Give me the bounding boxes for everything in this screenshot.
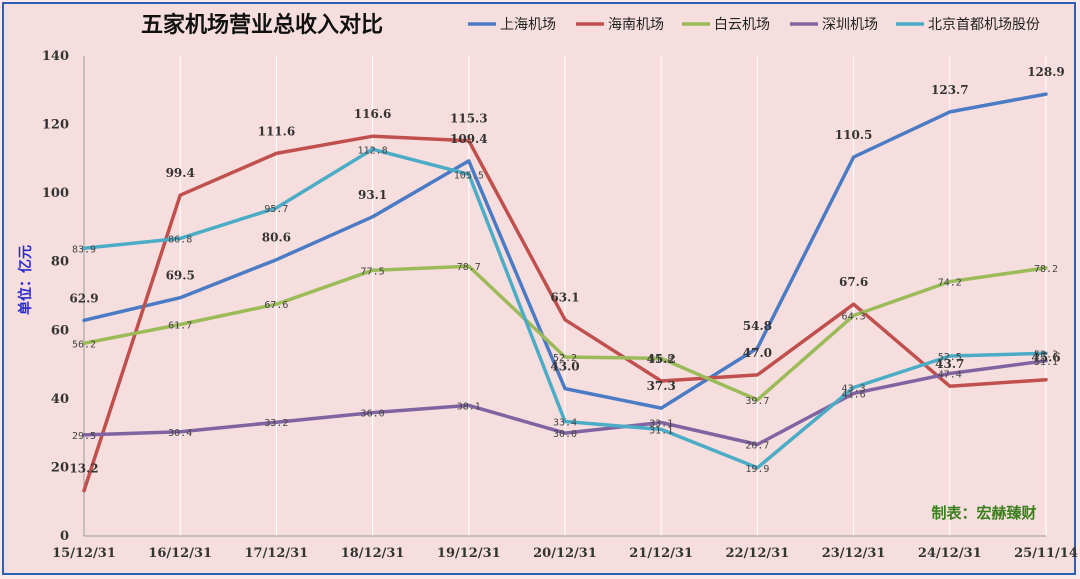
data-label: 93.1 [358, 188, 387, 202]
data-label: 33.2 [264, 418, 288, 429]
data-label: 53.3 [1034, 349, 1058, 360]
data-label: 95.7 [264, 204, 288, 215]
data-label: 36.0 [361, 409, 385, 420]
data-label: 13.2 [69, 462, 98, 476]
data-label: 43.0 [550, 360, 579, 374]
data-label: 51.8 [649, 354, 673, 365]
data-label: 112.8 [358, 145, 388, 156]
data-label: 47.0 [743, 346, 772, 360]
data-label: 77.5 [361, 266, 385, 277]
data-label: 110.5 [835, 128, 873, 142]
x-tick-label: 19/12/31 [437, 546, 501, 561]
data-label: 30.4 [168, 428, 192, 439]
data-label: 67.6 [264, 300, 288, 311]
data-label: 99.4 [166, 166, 195, 180]
data-label: 43.3 [842, 384, 866, 395]
data-label: 69.5 [166, 269, 195, 283]
data-label: 62.9 [69, 291, 98, 305]
data-label: 63.1 [550, 291, 579, 305]
x-tick-label: 20/12/31 [533, 546, 597, 561]
data-label: 78.2 [1034, 264, 1058, 275]
data-label: 61.7 [168, 320, 192, 331]
x-tick-label: 22/12/31 [726, 546, 790, 561]
data-label: 37.3 [647, 379, 676, 393]
data-label: 64.3 [842, 312, 866, 323]
data-label: 105.5 [454, 170, 484, 181]
series-line-白云机场 [82, 264, 1048, 402]
y-tick-label: 60 [51, 323, 69, 338]
data-label: 39.7 [745, 396, 769, 407]
axes: 0 20 40 60 80 100 120 140 15/12/31 16/12/31 17/12/… [42, 49, 1078, 561]
data-label: 109.4 [450, 132, 488, 146]
data-label: 47.4 [938, 369, 962, 380]
data-label: 115.3 [450, 112, 488, 126]
legend: 上海机场 海南机场 白云机场 深圳机场 北京首都机场股份 [468, 17, 1040, 33]
data-label: 52.5 [938, 352, 962, 363]
x-tick-label: 24/12/31 [918, 546, 982, 561]
data-labels: 62.9 69.5 80.6 93.1 109.4 43.0 37.3 54.8 110.5 12… [69, 65, 1064, 476]
series-line-海南机场 [82, 134, 1048, 493]
data-label: 128.9 [1027, 65, 1065, 79]
data-label: 31.1 [649, 425, 673, 436]
legend-label: 上海机场 [500, 17, 556, 33]
data-label: 56.2 [72, 339, 96, 350]
y-tick-label: 120 [42, 118, 69, 133]
x-tick-label: 17/12/31 [245, 546, 309, 561]
data-label: 80.6 [262, 231, 291, 245]
y-tick-label: 0 [60, 529, 69, 544]
data-label: 33.4 [553, 417, 577, 428]
data-label: 33.1 [649, 419, 673, 430]
data-label: 29.5 [72, 431, 96, 442]
series-line-深圳机场 [82, 359, 1048, 447]
data-label: 74.2 [938, 278, 962, 289]
x-tick-label: 21/12/31 [629, 546, 693, 561]
data-label: 67.6 [839, 275, 868, 289]
x-tick-label: 25/11/14 [1014, 546, 1078, 561]
legend-label: 深圳机场 [822, 17, 878, 33]
data-label: 45.2 [647, 352, 676, 366]
data-label: 54.8 [743, 319, 772, 333]
x-tick-label: 23/12/31 [822, 546, 886, 561]
chart-title: 五家机场营业总收入对比 [141, 12, 383, 38]
data-label: 52.2 [553, 353, 577, 364]
data-label: 111.6 [258, 124, 296, 138]
data-label: 41.6 [842, 389, 866, 400]
data-label: 26.7 [745, 440, 769, 451]
credit-note: 制表：宏赫臻财 [931, 504, 1036, 522]
y-tick-label: 80 [51, 255, 69, 270]
x-tick-label: 18/12/31 [341, 546, 405, 561]
grid [179, 56, 1047, 536]
y-axis-title: 单位：亿元 [17, 245, 34, 315]
legend-label: 海南机场 [608, 17, 664, 33]
x-tick-label: 15/12/31 [52, 546, 116, 561]
data-label: 45.6 [1031, 351, 1060, 365]
data-label: 123.7 [931, 83, 969, 97]
data-label: 78.7 [457, 262, 481, 273]
series-line-上海机场 [82, 92, 1048, 410]
legend-label: 北京首都机场股份 [928, 17, 1040, 33]
y-tick-label: 20 [51, 460, 69, 475]
x-tick-label: 16/12/31 [148, 546, 212, 561]
data-label: 38.1 [457, 401, 481, 412]
series-lines [82, 92, 1048, 493]
data-label: 116.6 [354, 107, 392, 121]
data-label: 83.9 [72, 244, 96, 255]
legend-label: 白云机场 [714, 17, 770, 33]
data-label: 19.9 [745, 464, 769, 475]
series-line-北京首都机场股份 [82, 147, 1048, 470]
y-tick-label: 100 [42, 186, 69, 201]
data-label: 30.0 [553, 429, 577, 440]
data-label: 43.7 [935, 357, 964, 371]
data-label: 51.1 [1034, 357, 1058, 368]
y-tick-label: 140 [42, 49, 69, 64]
data-label: 86.8 [168, 234, 192, 245]
y-tick-label: 40 [51, 392, 69, 407]
